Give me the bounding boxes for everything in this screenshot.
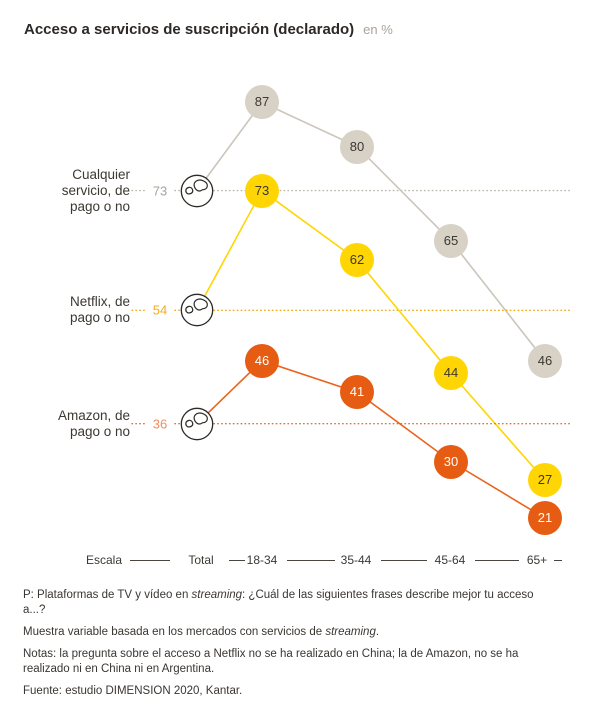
series-label: Netflix, de pago o no — [0, 294, 130, 326]
axis-line — [475, 560, 519, 561]
footnote-text: P: Plataformas de TV y vídeo en — [23, 589, 192, 601]
series-label: Cualquier servicio, de pago o no — [0, 167, 130, 215]
series-label-line: pago o no — [69, 198, 130, 214]
series-label-line: Amazon, de — [57, 407, 130, 423]
data-bubble: 44 — [434, 356, 468, 391]
series-label-line: servicio, de — [61, 182, 130, 198]
footnote: P: Plataformas de TV y vídeo en streamin… — [23, 588, 543, 618]
footnote-italic-text: streaming — [325, 626, 376, 638]
data-bubble: 21 — [528, 501, 562, 536]
data-bubble: 65 — [434, 224, 468, 258]
series-label: Amazon, de pago o no — [0, 408, 130, 440]
x-axis: Escala Total 18-34 35-44 45-64 65+ — [0, 553, 609, 569]
footnote-text: . — [375, 626, 380, 638]
globe-icon — [180, 293, 214, 327]
footnote-text: Muestra variable basada en los mercados … — [23, 626, 326, 638]
data-bubble: 73 — [245, 173, 279, 208]
footnote: Notas: la pregunta sobre el acceso a Net… — [23, 647, 543, 677]
footnote-italic-text: streaming — [191, 589, 243, 601]
series-label-line: pago o no — [69, 310, 130, 326]
axis-line — [381, 560, 427, 561]
axis-tick-65plus: 65+ — [526, 553, 548, 567]
data-bubble: 62 — [340, 242, 374, 277]
footnote: Muestra variable basada en los mercados … — [23, 625, 543, 640]
axis-tick-18-34: 18-34 — [246, 553, 278, 567]
globe-icon — [180, 407, 214, 441]
data-bubble: 80 — [340, 129, 374, 164]
footnote-text: Notas: la pregunta sobre el acceso a Net… — [23, 648, 519, 675]
data-bubble: 46 — [245, 343, 279, 378]
data-bubble: 27 — [528, 463, 562, 498]
globe-icon — [180, 174, 214, 208]
chart-title-text: Acceso a servicios de suscripción (decla… — [24, 21, 355, 38]
footnotes: P: Plataformas de TV y vídeo en streamin… — [23, 588, 543, 706]
axis-line — [130, 560, 170, 561]
total-value-label: 73 — [146, 182, 174, 200]
total-value-label: 54 — [146, 301, 174, 319]
series-label-line: Cualquier — [72, 166, 130, 182]
data-bubble: 46 — [528, 343, 562, 378]
data-bubble: 41 — [340, 375, 374, 410]
axis-tick-45-64: 45-64 — [434, 553, 466, 567]
data-bubble: 30 — [434, 444, 468, 479]
total-value-label: 36 — [146, 415, 174, 433]
footnote-text: : ¿Cuál de las siguientes frases describ… — [23, 589, 534, 616]
axis-scale-label: Escala — [85, 553, 122, 567]
series-line — [196, 189, 546, 481]
axis-line — [229, 560, 245, 561]
footnote-text: Fuente: estudio DIMENSION 2020, Kantar. — [23, 685, 243, 697]
series-label-line: pago o no — [69, 423, 130, 439]
axis-line — [287, 560, 335, 561]
axis-tick-total: Total — [188, 553, 214, 567]
chart-unit-label: en % — [363, 22, 393, 37]
data-bubble: 87 — [245, 85, 279, 120]
footnote: Fuente: estudio DIMENSION 2020, Kantar. — [23, 684, 543, 699]
axis-tick-35-44: 35-44 — [340, 553, 372, 567]
series-label-line: Netflix, de — [69, 294, 130, 310]
axis-line — [554, 560, 562, 561]
page-title: Acceso a servicios de suscripción (decla… — [24, 21, 393, 38]
